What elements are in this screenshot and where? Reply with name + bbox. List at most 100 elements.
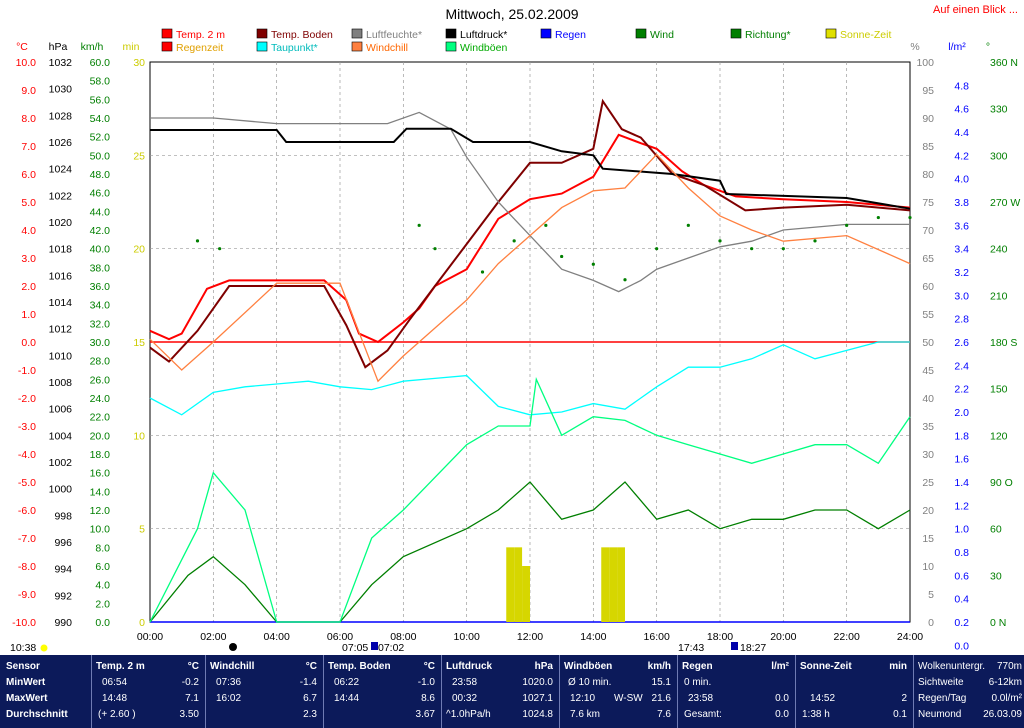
dir-tick: 270 W [990, 197, 1020, 209]
min-tick: 10 [133, 430, 145, 442]
pct-tick: 60 [922, 281, 934, 293]
sonne-total: 1:38 h [802, 709, 830, 720]
time-tick: 14:00 [580, 631, 606, 643]
stats-col-sensor: Sensor MinWert MaxWert Durchschnitt [0, 655, 92, 728]
overview-link[interactable]: Auf einen Blick ... [933, 4, 1018, 16]
rain-tick: 3.8 [954, 197, 969, 209]
rain-tick: 3.6 [954, 220, 969, 232]
kmh-tick: 30.0 [90, 337, 111, 349]
temp-tick: -3.0 [18, 421, 36, 433]
legend-label: Richtung* [745, 29, 791, 41]
series-dot-richtung [544, 223, 548, 227]
cloud-base-label: Wolkenuntergr. [918, 661, 986, 672]
druck-head: Luftdruck [446, 661, 493, 672]
kmh-tick: 18.0 [90, 449, 111, 461]
druck-min-time: 23:58 [452, 677, 478, 688]
rain-day-val: 0.0l/m² [991, 693, 1022, 704]
avg-label: Durchschnitt [6, 709, 68, 720]
time-tick: 00:00 [137, 631, 163, 643]
legend-swatch [540, 28, 552, 39]
series-bar-sonne-zeit [617, 547, 625, 622]
pct-tick: 25 [922, 477, 934, 489]
dir-tick: 120 [990, 430, 1008, 442]
min-tick: 0 [139, 617, 145, 629]
pct-tick: 5 [928, 589, 934, 601]
legend-label: Regen [555, 29, 586, 41]
kmh-tick: 24.0 [90, 393, 111, 405]
boeen-unit: km/h [647, 661, 671, 672]
series-dot-richtung [718, 239, 722, 243]
moon-dot [40, 644, 48, 652]
pct-tick: 10 [922, 561, 934, 573]
windchill-min-time: 07:36 [216, 677, 242, 688]
series-dot-richtung [686, 223, 690, 227]
windchill-head: Windchill [210, 661, 255, 672]
chart-title: Mittwoch, 25.02.2009 [445, 6, 579, 22]
temp-tick: -6.0 [18, 505, 36, 517]
rain-tick: 3.4 [954, 244, 969, 256]
time-tick: 06:00 [327, 631, 353, 643]
pct-tick: 90 [922, 113, 934, 125]
pct-tick: 0 [928, 617, 934, 629]
legend-swatch [351, 28, 363, 39]
kmh-tick: 40.0 [90, 244, 111, 256]
time-axis: 00:00 02:00 04:00 06:00 08:00 10:00 12:00 14:00… [10, 631, 923, 654]
temp2m-avg: 3.50 [179, 709, 199, 720]
kmh-tick: 52.0 [90, 132, 111, 144]
series-dot-richtung [218, 247, 222, 251]
temp-tick: 4.0 [21, 225, 36, 237]
series-dot-richtung [845, 223, 849, 227]
druck-max-time: 00:32 [452, 693, 478, 704]
regen-unit: l/m² [771, 661, 789, 672]
boeen-max-time: 12:10 [570, 693, 596, 704]
hpa-unit: hPa [49, 41, 68, 53]
temp-tick: -10.0 [12, 617, 36, 629]
temp-tick: 3.0 [21, 253, 36, 265]
series-line-luftfeuchte [150, 111, 910, 293]
series-bar-sonne-zeit [609, 547, 618, 622]
series-line-wind [149, 481, 911, 623]
legend-label: Regenzeit [176, 42, 223, 54]
hpa-tick: 992 [54, 590, 72, 602]
kmh-tick: 14.0 [90, 486, 111, 498]
visibility-label: Sichtweite [918, 677, 964, 688]
hpa-tick: 1002 [49, 457, 73, 469]
regen-head: Regen [682, 661, 713, 672]
dir-tick: 210 [990, 290, 1008, 302]
dir-tick: 240 [990, 244, 1008, 256]
hpa-tick: 1016 [49, 270, 73, 282]
rain-tick: 4.8 [954, 80, 969, 92]
hpa-tick: 1014 [49, 297, 73, 309]
sunrise-time: 07:05 [342, 642, 368, 654]
stats-col-extra: Wolkenuntergr. 770m Sichtweite 6-12km Rege… [914, 655, 1024, 728]
druck-min-val: 1020.0 [522, 677, 553, 688]
dir-tick: 0 N [990, 617, 1006, 629]
regen-r1-label: 0 min. [684, 677, 712, 688]
boeen-avg: 7.6 [657, 709, 671, 720]
legend-label: Sonne-Zeit [840, 29, 891, 41]
series-dot-richtung [433, 247, 437, 251]
kmh-tick: 60.0 [90, 57, 111, 69]
legend-swatch [445, 41, 457, 52]
temp-tick: 1.0 [21, 309, 36, 321]
hpa-tick: 990 [54, 617, 72, 629]
series [149, 98, 912, 623]
series-dot-richtung [781, 247, 785, 251]
time-tick: 24:00 [897, 631, 923, 643]
pct-tick: 45 [922, 365, 934, 377]
min-tick: 20 [133, 244, 145, 256]
time-tick: 20:00 [770, 631, 796, 643]
legend: Temp. 2 m Temp. Boden Luftfeuchte* Luftdruc… [161, 28, 891, 54]
pct-tick: 95 [922, 85, 934, 97]
windchill-max-time: 16:02 [216, 693, 242, 704]
min-tick: 30 [133, 57, 145, 69]
temp-tick: -1.0 [18, 365, 36, 377]
dir-tick: 360 N [990, 57, 1018, 69]
kmh-unit: km/h [81, 41, 104, 53]
rain-tick: 1.6 [954, 454, 969, 466]
pct-unit: % [910, 41, 919, 53]
kmh-tick: 58.0 [90, 76, 111, 88]
series-line-luftdruck [150, 127, 911, 210]
stats-panel: Sensor MinWert MaxWert Durchschnitt Temp… [0, 655, 1024, 728]
temp2m-head: Temp. 2 m [96, 661, 145, 672]
